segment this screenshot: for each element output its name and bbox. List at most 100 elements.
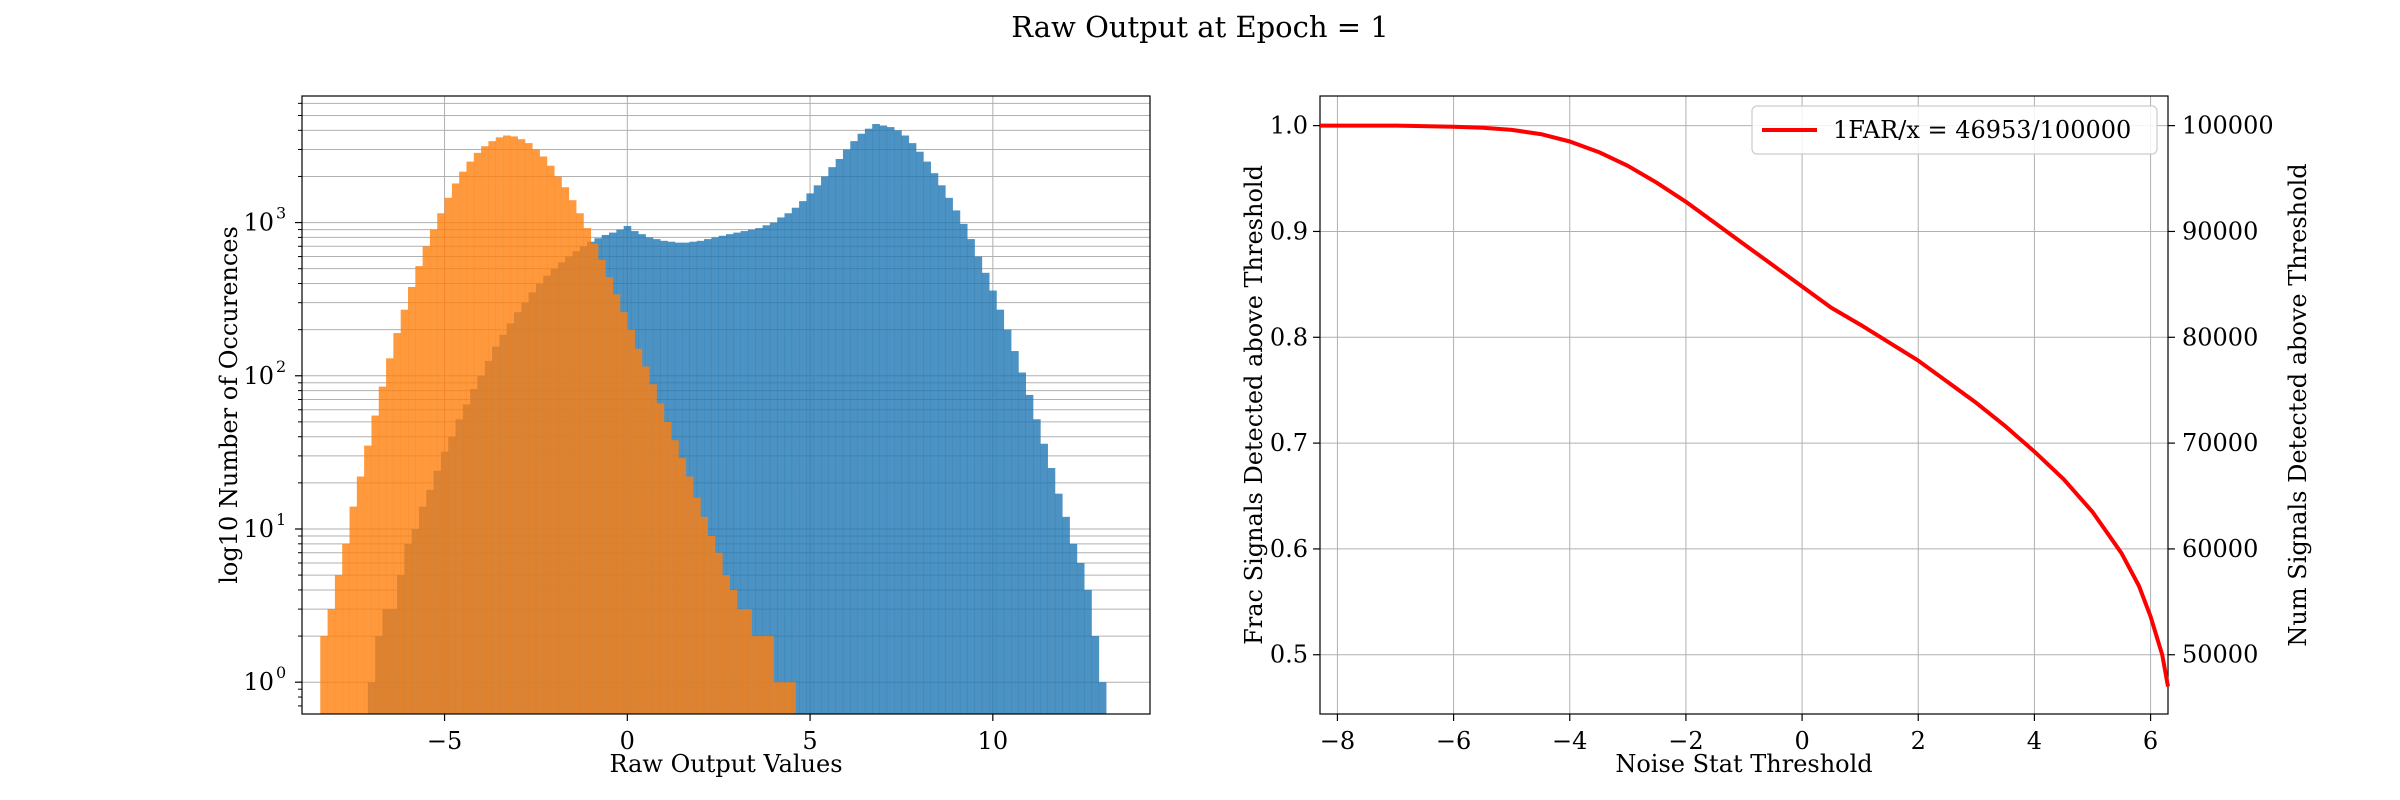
histogram-bar-orange	[656, 403, 665, 714]
histogram-bar-blue	[923, 161, 931, 714]
line-y-right-tick-label: 100000	[2182, 112, 2274, 140]
histogram-bar-orange	[590, 243, 599, 714]
line-axes-frame	[1319, 95, 2169, 715]
histogram-y-tick-label: 10	[243, 362, 274, 390]
histogram-bar-orange	[612, 294, 621, 714]
histogram-x-ticks: −5 0 5 10	[427, 714, 1008, 755]
histogram-bar-orange	[334, 575, 343, 714]
histogram-bar-orange	[715, 552, 723, 714]
histogram-bar-blue	[1091, 636, 1100, 714]
histogram-bar-orange	[554, 176, 562, 715]
histogram-bar-blue	[1069, 543, 1078, 714]
legend: 1FAR/x = 46953/100000	[1751, 105, 2158, 155]
histogram-bar-orange	[393, 333, 401, 714]
histogram-bar-blue	[1076, 562, 1085, 714]
histogram-bar-blue	[806, 193, 815, 715]
histogram-bar-orange	[408, 286, 416, 714]
histogram-bar-orange	[568, 200, 577, 714]
histogram-bar-orange	[671, 440, 679, 714]
histogram-bar-orange	[729, 589, 738, 714]
histogram-bar-blue	[850, 141, 858, 714]
histogram-bar-blue	[755, 228, 763, 715]
histogram-bar-orange	[744, 609, 752, 714]
histogram-bar-blue	[1033, 419, 1041, 714]
line-y-axis-label-right: Num Signals Detected above Threshold	[2284, 163, 2312, 646]
histogram-y-tick-exponent: 1	[276, 510, 286, 529]
histogram-bar-blue	[1047, 468, 1056, 714]
histogram-bar-blue	[952, 210, 961, 714]
histogram-bar-orange	[524, 143, 533, 715]
histogram-bar-blue	[886, 127, 895, 714]
histogram-y-tick-exponent: 2	[276, 357, 286, 376]
histogram-bar-blue	[726, 234, 734, 715]
histogram-bar-blue	[879, 125, 888, 714]
line-y-tick-label: 0.6	[1270, 535, 1308, 563]
histogram-bar-orange	[751, 636, 760, 714]
histogram-bar-orange	[788, 682, 796, 714]
line-y-right-tick-label: 80000	[2182, 323, 2258, 351]
line-y-tick-label: 0.8	[1270, 323, 1308, 351]
histogram-bar-blue	[711, 237, 719, 714]
histogram-x-tick-label: −5	[427, 727, 462, 755]
histogram-bar-orange	[641, 366, 650, 714]
histogram-bar-orange	[539, 156, 548, 714]
histogram-bar-orange	[510, 136, 518, 714]
histogram-bar-orange	[773, 682, 782, 714]
histogram-x-axis-label: Raw Output Values	[609, 750, 842, 778]
histogram-bar-orange	[422, 246, 431, 715]
histogram-bar-orange	[400, 309, 409, 714]
histogram-y-axis-label: log10 Number of Occurences	[215, 226, 243, 584]
histogram-bar-blue	[1003, 329, 1012, 714]
histogram-bar-blue	[704, 239, 712, 714]
histogram-bar-blue	[696, 240, 705, 714]
histogram-bar-blue	[908, 143, 917, 715]
line-y-right-tick-label: 60000	[2182, 535, 2258, 563]
line-x-axis-label: Noise Stat Threshold	[1615, 750, 1872, 778]
line-y-right-tick-label: 50000	[2182, 641, 2258, 669]
histogram-bar-orange	[378, 386, 387, 714]
histogram-bar-blue	[981, 272, 990, 714]
histogram-y-tick-label: 10	[243, 209, 274, 237]
histogram-bar-orange	[532, 149, 540, 714]
histogram-bar-orange	[429, 229, 438, 714]
histogram-bar-blue	[974, 256, 983, 714]
histogram-bar-blue	[989, 290, 997, 714]
histogram-bar-orange	[356, 476, 365, 714]
histogram-bar-blue	[1018, 372, 1027, 714]
histogram-bar-orange	[451, 183, 460, 715]
histogram-bar-orange	[758, 636, 767, 714]
line-grid	[1320, 96, 2168, 714]
histogram-bar-blue	[821, 176, 829, 715]
line-y-ticks-left: 0.5 0.6 0.7 0.8 0.9 1.0	[1270, 112, 1320, 669]
histogram-y-tick-exponent: 3	[276, 204, 286, 223]
histogram-bar-orange	[722, 575, 730, 714]
histogram-x-tick-label: 10	[978, 727, 1009, 755]
histogram-bar-blue	[1025, 394, 1034, 714]
histogram-bar-orange	[546, 165, 555, 714]
histogram-bar-orange	[780, 682, 789, 714]
histogram-bar-orange	[342, 543, 350, 714]
histogram-bar-blue	[791, 207, 800, 715]
figure-title: Raw Output at Epoch = 1	[1011, 10, 1389, 44]
histogram-y-tick-label: 10	[243, 515, 274, 543]
histogram-bar-blue	[740, 231, 749, 714]
line-x-tick-label: 6	[2143, 727, 2158, 755]
line-y-axis-label-left: Frac Signals Detected above Threshold	[1240, 165, 1268, 645]
line-x-tick-label: 2	[1911, 727, 1926, 755]
line-x-tick-label: −2	[1668, 727, 1703, 755]
histogram-bar-orange	[437, 213, 445, 714]
line-x-tick-label: 4	[2027, 727, 2042, 755]
line-y-tick-label: 1.0	[1270, 112, 1308, 140]
histogram-axes-frame	[301, 95, 1151, 715]
histogram-bar-blue	[864, 128, 873, 714]
line-x-ticks: −8 −6 −4 −2 0 2 4 6	[1320, 714, 2158, 755]
histogram-bar-blue	[718, 235, 727, 714]
histogram-bar-orange	[583, 228, 592, 715]
detection-curve-panel: −8 −6 −4 −2 0 2 4 6 0.5 0.6 0.7 0.8 0.9 1.0 50000 600…	[1240, 95, 2312, 778]
histogram-bar-blue	[916, 151, 924, 714]
line-y-tick-label: 0.9	[1270, 217, 1308, 245]
histogram-bar-orange	[503, 135, 511, 715]
histogram-bar-orange	[466, 161, 475, 714]
line-x-tick-label: −6	[1436, 727, 1471, 755]
histogram-bar-blue	[967, 239, 975, 714]
